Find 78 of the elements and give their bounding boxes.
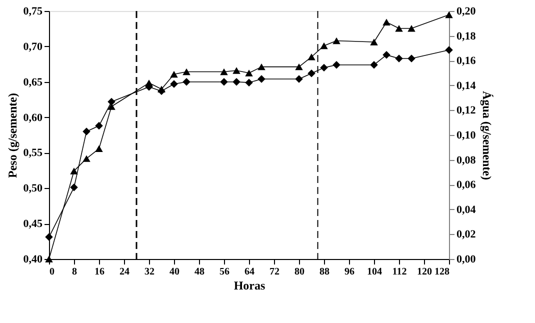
point <box>82 128 90 136</box>
point <box>158 86 166 92</box>
point <box>95 145 103 152</box>
y-axis-title: Peso (g/semente) <box>5 93 20 178</box>
point <box>258 75 266 83</box>
point <box>45 233 53 241</box>
point <box>82 155 90 162</box>
y2-tick-label: 0,14 <box>456 80 476 92</box>
point <box>408 54 416 62</box>
point <box>408 25 416 32</box>
point <box>382 18 390 26</box>
x-tick-label: 88 <box>320 266 330 278</box>
y2-tick-label: 0,10 <box>456 130 476 142</box>
y-tick-label: 0,45 <box>23 218 43 230</box>
point <box>445 46 453 54</box>
point <box>182 68 190 76</box>
point <box>308 69 316 78</box>
point <box>370 60 378 69</box>
x-tick-label: 104 <box>367 266 382 278</box>
point <box>295 75 303 83</box>
y2-tick-label: 0,06 <box>456 179 476 192</box>
x-tick-label: 48 <box>194 266 204 278</box>
y-tick-label: 0,65 <box>23 76 43 88</box>
point <box>370 38 378 46</box>
point <box>308 54 316 60</box>
point <box>332 60 340 69</box>
y2-tick-label: 0,08 <box>456 154 476 166</box>
point <box>70 168 78 174</box>
x-tick-label: 40 <box>170 266 180 278</box>
point <box>108 98 116 106</box>
point <box>95 122 103 130</box>
x-tick-label: 72 <box>270 266 280 278</box>
y-tick-label: 0,55 <box>23 147 43 160</box>
point <box>145 80 153 86</box>
x-tick-label: 80 <box>294 266 304 278</box>
point <box>70 184 78 192</box>
point <box>395 54 403 62</box>
x-tick-label: 128 <box>434 266 450 278</box>
y2-tick-label: 0,20 <box>456 6 476 18</box>
point <box>320 42 328 50</box>
point <box>295 63 303 70</box>
x-tick-label: 120 <box>417 266 432 278</box>
y-tick-label: 0,70 <box>23 40 43 53</box>
x-tick-label: 0 <box>50 266 54 278</box>
point <box>232 67 240 74</box>
point <box>170 80 178 88</box>
point <box>245 78 253 86</box>
y2-tick-label: 0,16 <box>456 55 476 68</box>
y2-tick-label: 0,12 <box>456 104 476 117</box>
point <box>245 70 253 76</box>
x-axis-title: Horas <box>234 278 266 292</box>
point <box>182 78 190 86</box>
point <box>395 25 403 32</box>
y2-axis-title: Água (g/semente) <box>480 91 494 180</box>
point <box>220 78 228 86</box>
x-tick-label: 32 <box>144 266 154 278</box>
x-tick-label: 8 <box>72 266 77 278</box>
y-tick-label: 0,75 <box>23 6 43 18</box>
y2-tick-label: 0,04 <box>456 204 476 216</box>
point <box>320 64 328 72</box>
x-tick-label: 64 <box>244 266 254 278</box>
y2-tick-label: 0,02 <box>456 228 476 241</box>
x-tick-label: 96 <box>344 266 354 278</box>
x-tick-label: 16 <box>94 266 104 278</box>
point <box>170 70 178 78</box>
point <box>220 68 228 76</box>
point <box>258 63 266 70</box>
point <box>332 37 340 44</box>
point <box>382 51 390 59</box>
y-tick-label: 0,60 <box>23 112 43 124</box>
y-tick-label: 0,50 <box>23 182 43 195</box>
y-tick-label: 0,40 <box>23 254 43 266</box>
point <box>232 78 240 86</box>
y2-tick-label: 0,18 <box>456 30 476 42</box>
y2-tick-label: 0,00 <box>456 254 476 266</box>
x-tick-label: 24 <box>120 266 130 278</box>
x-tick-label: 112 <box>392 266 407 278</box>
x-tick-label: 56 <box>220 266 230 278</box>
